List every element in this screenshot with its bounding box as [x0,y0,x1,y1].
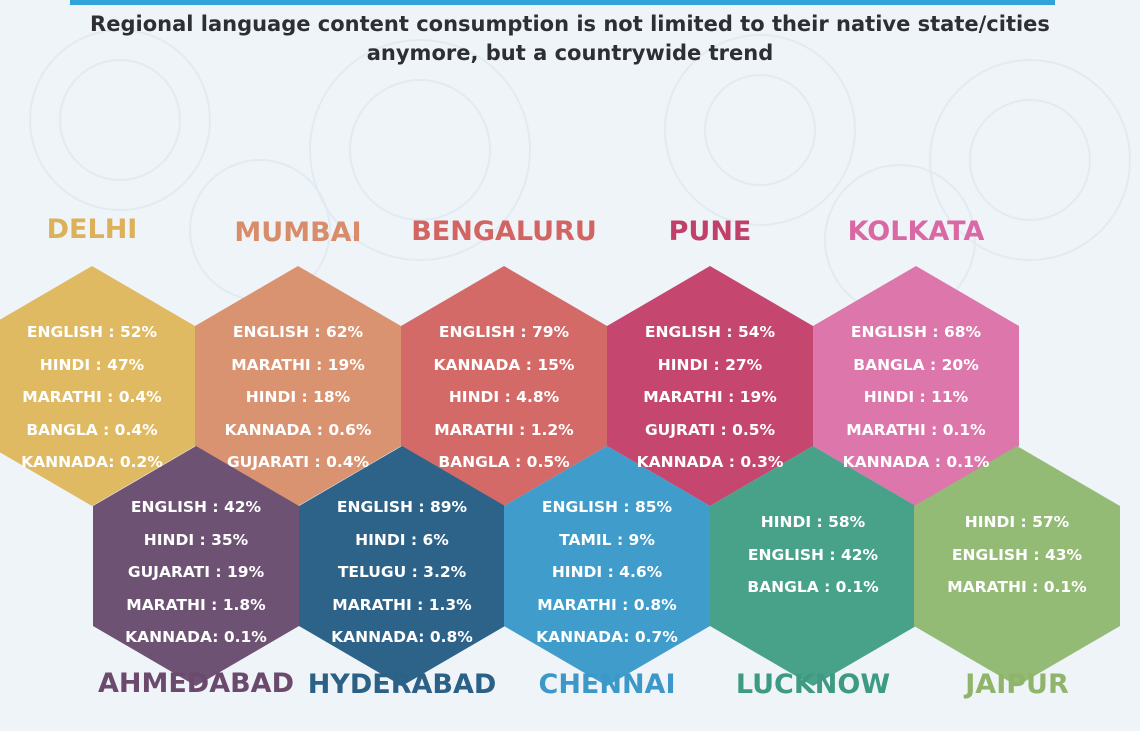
stat-row: ENGLISH : 89% [336,498,468,516]
stat-row: HINDI : 4.6% [551,563,663,581]
city-name-bengaluru: BENGALURU [411,216,597,247]
hexagon-hyderabad [299,446,505,686]
hexagon-delhi [0,266,195,506]
stat-row: HINDI : 35% [143,530,249,549]
hexagon-ahmedabad [93,446,299,686]
stat-row: HINDI : 11% [863,388,969,406]
stat-row: ENGLISH : 52% [26,323,158,341]
stat-row: ENGLISH : 79% [438,323,570,341]
hexagon-chennai [504,446,710,686]
stat-row: BANGLA : 0.4% [26,420,158,439]
city-name-delhi: DELHI [46,214,138,245]
stat-row: ENGLISH : 42% [747,545,879,564]
stat-row: ENGLISH : 54% [644,323,776,341]
city-name-mumbai: MUMBAI [234,217,362,248]
city-name-hyderabad: HYDERABAD [307,669,497,700]
stat-row: MARATHI : 1.2% [434,420,574,439]
hexagon-lucknow [710,446,916,686]
city-name-jaipur: JAIPUR [965,669,1069,700]
stat-row: HINDI : 58% [760,513,866,531]
city-name-chennai: CHENNAI [538,669,676,700]
stat-row: KANNADA: 0.8% [331,628,473,646]
hexagon-pune [607,266,813,506]
page-title: Regional language content consumption is… [0,10,1140,68]
top-accent-rule [70,0,1055,5]
stat-row: ENGLISH : 42% [130,498,262,516]
stat-row: KANNADA : 15% [433,355,575,374]
stat-row: KANNADA: 0.2% [21,453,163,471]
stat-row: GUJARATI : 0.4% [226,453,370,471]
stat-row: MARATHI : 1.3% [332,595,472,614]
stat-row: BANGLA : 0.5% [438,453,570,471]
title-line-1: Regional language content consumption is… [90,12,1050,36]
city-name-ahmedabad: AHMEDABAD [97,668,294,699]
hexagon-jaipur [914,446,1120,686]
title-line-2: anymore, but a countrywide trend [366,41,774,65]
stat-row: KANNADA : 0.3% [636,453,784,471]
stat-row: HINDI : 57% [964,513,1070,531]
stat-row: KANNADA : 0.6% [224,420,372,439]
stat-row: BANGLA : 0.1% [747,578,879,596]
city-name-pune: PUNE [668,216,752,247]
hexagon-bengaluru [401,266,607,506]
stat-row: ENGLISH : 43% [951,545,1083,564]
stat-row: MARATHI : 0.8% [537,595,677,614]
hexagon-mumbai [195,266,401,506]
stat-row: HINDI : 6% [355,530,449,549]
stat-row: TAMIL : 9% [559,530,655,549]
stat-row: MARATHI : 19% [231,355,365,374]
stat-row: MARATHI : 0.1% [846,420,986,439]
stat-row: KANNADA: 0.7% [536,628,678,646]
stat-row: KANNADA : 0.1% [842,453,990,471]
stat-row: HINDI : 47% [39,355,145,374]
hexagon-kolkata [813,266,1019,506]
city-name-lucknow: LUCKNOW [735,669,891,700]
stat-row: ENGLISH : 62% [232,323,364,341]
stat-row: BANGLA : 20% [853,355,979,374]
stat-row: GUJARATI : 19% [127,563,265,581]
stat-row: MARATHI : 1.8% [126,595,266,614]
stat-row: GUJRATI : 0.5% [644,420,776,439]
stat-row: MARATHI : 0.1% [947,578,1087,596]
stat-row: HINDI : 4.8% [448,388,560,406]
stat-row: MARATHI : 0.4% [22,388,162,406]
stat-row: KANNADA: 0.1% [125,628,267,646]
city-name-kolkata: KOLKATA [847,216,985,247]
stat-row: HINDI : 18% [245,388,351,406]
stat-row: MARATHI : 19% [643,388,777,406]
stat-row: ENGLISH : 85% [541,498,673,516]
stat-row: HINDI : 27% [657,355,763,374]
stat-row: ENGLISH : 68% [850,323,982,341]
stat-row: TELUGU : 3.2% [337,563,467,581]
